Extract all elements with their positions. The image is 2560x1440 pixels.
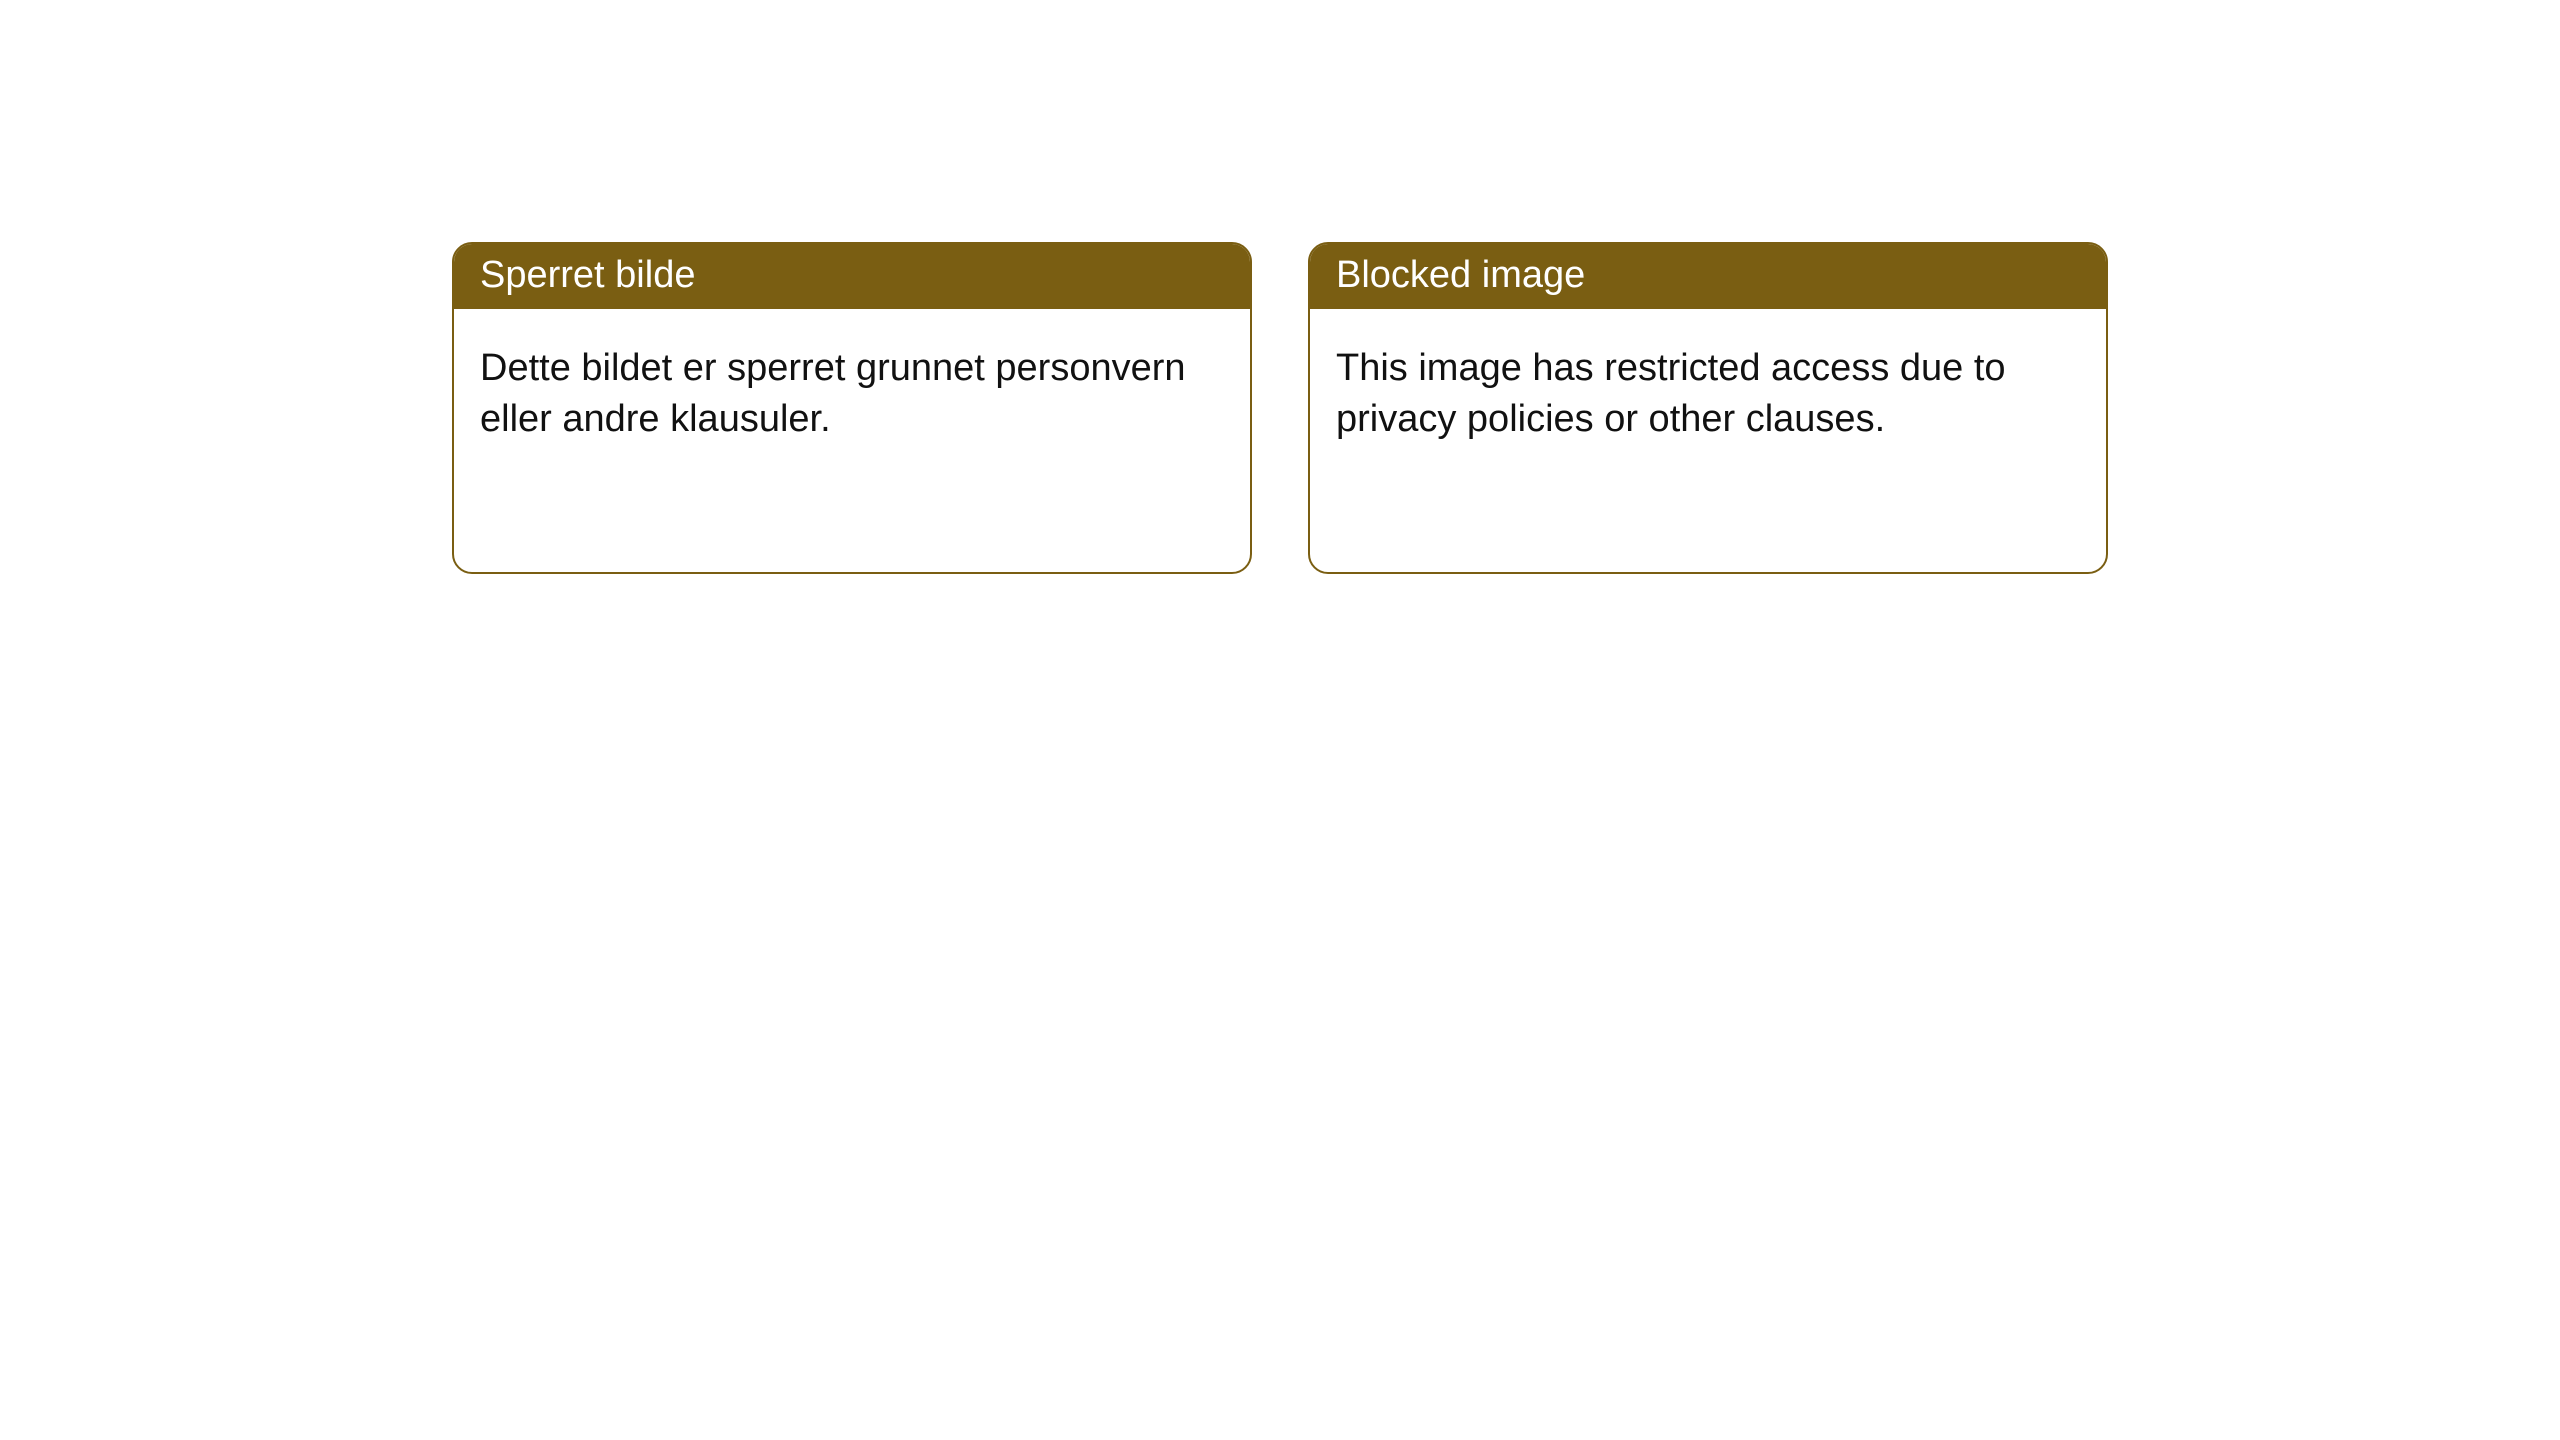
notice-cards-container: Sperret bilde Dette bildet er sperret gr… (452, 242, 2560, 574)
notice-card-english: Blocked image This image has restricted … (1308, 242, 2108, 574)
notice-card-body: Dette bildet er sperret grunnet personve… (454, 309, 1250, 479)
notice-card-title: Blocked image (1310, 244, 2106, 309)
notice-card-body: This image has restricted access due to … (1310, 309, 2106, 479)
notice-card-norwegian: Sperret bilde Dette bildet er sperret gr… (452, 242, 1252, 574)
notice-card-title: Sperret bilde (454, 244, 1250, 309)
